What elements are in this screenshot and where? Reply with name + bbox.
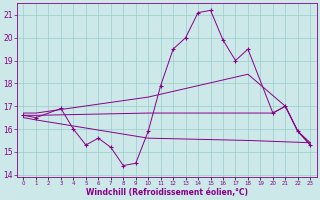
X-axis label: Windchill (Refroidissement éolien,°C): Windchill (Refroidissement éolien,°C) bbox=[86, 188, 248, 197]
